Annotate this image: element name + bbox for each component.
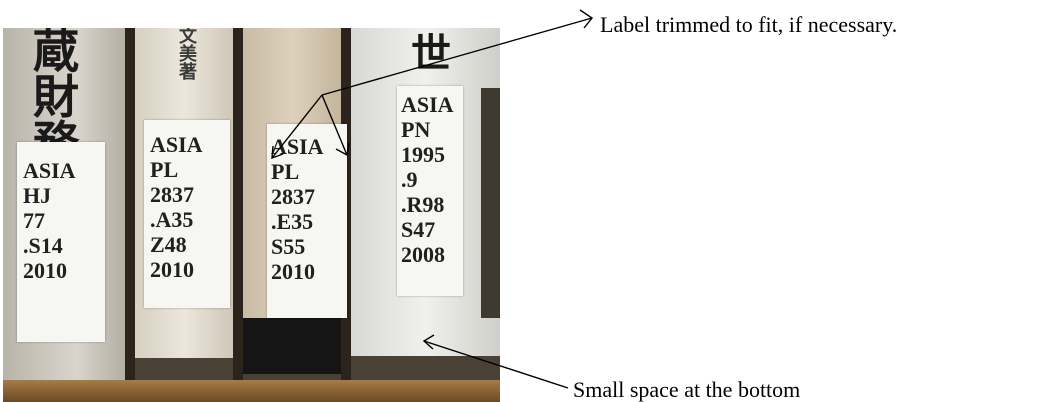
label-line: ASIA: [150, 132, 203, 157]
spine-gap: [125, 28, 135, 380]
arrow-line: [321, 94, 348, 156]
label-line: PL: [150, 157, 179, 182]
call-number-label-1: ASIA HJ 77 .S14 2010: [17, 142, 105, 342]
label-line: S55: [271, 234, 306, 259]
label-line: 2010: [23, 258, 67, 283]
call-number-label-3: ASIA PL 2837 .E35 S55 2010: [267, 124, 347, 318]
label-line: .A35: [150, 207, 194, 232]
spine-gap: [233, 28, 243, 380]
book-spine-5-edge: [481, 88, 500, 318]
arrow-head-right-label: [335, 142, 350, 157]
arrow-head-bottom: [422, 334, 435, 350]
label-line: PL: [271, 159, 300, 184]
callout-label-trimmed: Label trimmed to fit, if necessary.: [600, 12, 898, 37]
call-number-label-4: ASIA PN 1995 .9 .R98 S47 2008: [397, 86, 463, 296]
arrow-line: [423, 340, 569, 389]
label-line: ASIA: [401, 92, 454, 117]
arrow-head-left: [271, 145, 284, 160]
label-line: 2010: [271, 259, 315, 284]
label-line: .S14: [23, 233, 63, 258]
bookshelf-photo: 蔵財務 文美 著 世 ASIA HJ 77 .S14 2010 ASIA PL …: [3, 28, 500, 402]
spine-title-2: 文美 著: [179, 28, 197, 83]
shelf-board: [3, 380, 500, 402]
label-line: 2837: [271, 184, 315, 209]
label-line: PN: [401, 117, 431, 142]
call-number-label-2: ASIA PL 2837 .A35 Z48 2010: [144, 120, 230, 308]
label-line: S47: [401, 217, 436, 242]
label-line: .R98: [401, 192, 445, 217]
arrow-line: [321, 17, 593, 96]
label-line: 2010: [150, 257, 194, 282]
label-line: 2008: [401, 242, 445, 267]
label-line: 2837: [150, 182, 194, 207]
label-line: ASIA: [23, 158, 76, 183]
label-line: 77: [23, 208, 45, 233]
label-line: Z48: [150, 232, 187, 257]
arrow-head-right: [579, 9, 594, 29]
label-line: 1995: [401, 142, 445, 167]
book-spine-3-band: [243, 318, 341, 374]
callout-small-space: Small space at the bottom: [573, 377, 801, 402]
label-line: .9: [401, 167, 418, 192]
label-line: HJ: [23, 183, 52, 208]
arrow-line: [271, 94, 323, 159]
label-line: .E35: [271, 209, 314, 234]
